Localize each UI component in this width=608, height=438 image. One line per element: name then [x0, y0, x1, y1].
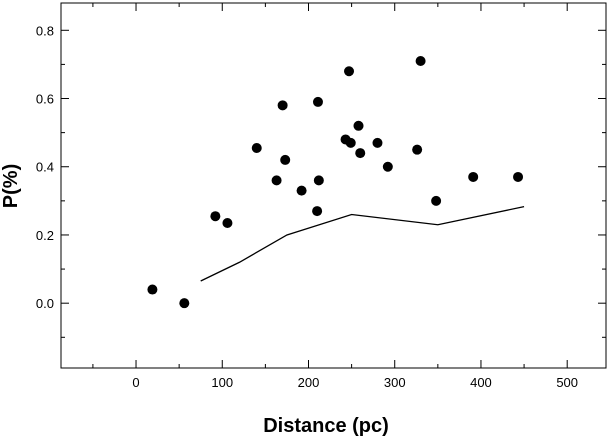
data-point	[277, 100, 288, 111]
x-axis-title: Distance (pc)	[263, 415, 389, 437]
data-points-layer	[147, 55, 524, 309]
data-point	[179, 298, 190, 309]
y-axis-title: P(%)	[0, 164, 22, 208]
y-tick-label: 0.6	[36, 92, 54, 107]
data-point	[372, 137, 383, 148]
data-point	[296, 185, 307, 196]
x-tick-label: 300	[384, 375, 406, 390]
x-axis-ticks: 0 100 200 300 400 500	[92, 3, 578, 390]
y-tick-label: 0.0	[36, 296, 54, 311]
data-point	[468, 171, 479, 182]
data-point	[271, 175, 282, 186]
data-point	[355, 148, 366, 159]
data-point	[415, 55, 426, 66]
data-point	[431, 195, 442, 206]
data-point	[312, 206, 323, 217]
plot-frame	[60, 2, 607, 369]
data-point	[345, 137, 356, 148]
x-tick-label: 500	[556, 375, 578, 390]
y-tick-label: 0.4	[36, 160, 54, 175]
y-axis-ticks: 0.0 0.2 0.4 0.6 0.8	[36, 23, 606, 338]
trend-line-layer	[200, 206, 525, 282]
x-tick-label: 400	[470, 375, 492, 390]
data-point	[344, 66, 355, 77]
y-tick-label: 0.2	[36, 228, 54, 243]
data-point	[210, 211, 221, 222]
x-tick-label: 0	[132, 375, 139, 390]
trend-line	[200, 206, 525, 282]
x-tick-label: 200	[298, 375, 320, 390]
data-point	[412, 144, 423, 155]
data-point	[312, 96, 323, 107]
y-tick-label: 0.8	[36, 23, 54, 38]
data-point	[313, 175, 324, 186]
data-point	[353, 120, 364, 131]
data-point	[513, 171, 524, 182]
data-point	[280, 154, 291, 165]
data-point	[382, 161, 393, 172]
data-point	[251, 142, 262, 153]
data-point	[147, 284, 158, 295]
x-tick-label: 100	[211, 375, 233, 390]
data-point	[222, 218, 233, 229]
